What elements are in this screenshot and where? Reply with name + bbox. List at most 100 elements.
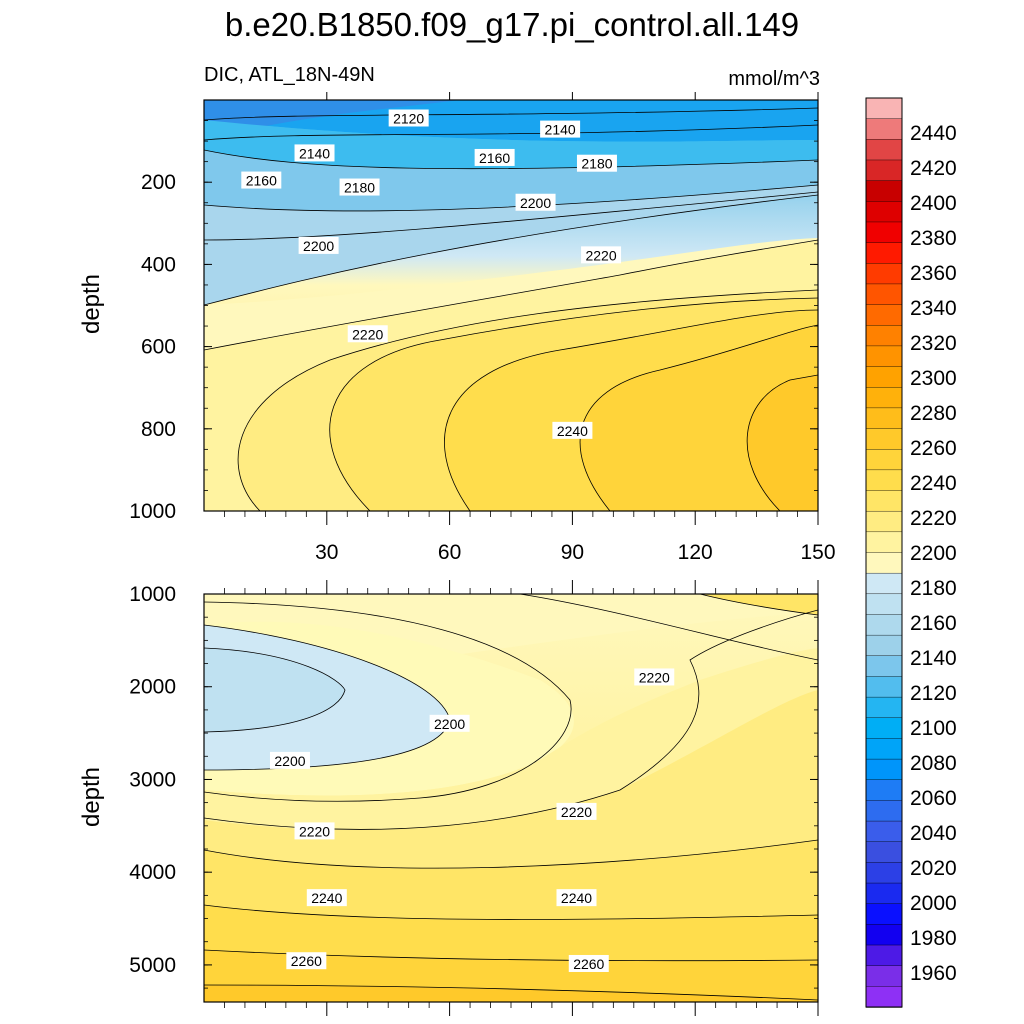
ytick-label: 200 — [141, 171, 176, 194]
upper-field: 2120 2140 2140 2160 2180 2160 2180 2200 2200 2220… — [204, 100, 818, 511]
contour-label-text: 2140 — [299, 145, 330, 161]
colorbar-swatch — [865, 986, 903, 1008]
colorbar-label: 1960 — [910, 962, 957, 985]
colorbar-swatch — [865, 696, 903, 719]
upper-band-2110 — [204, 100, 460, 140]
contour-label: 2200 — [515, 193, 556, 211]
contour-label-bg — [347, 325, 388, 343]
colorbar-swatch — [865, 903, 903, 926]
units-label: mmol/m^3 — [728, 68, 820, 90]
contour-label-bg — [540, 120, 581, 138]
contour-label-text: 2220 — [352, 326, 383, 342]
colorbar-label: 2320 — [910, 332, 957, 355]
contour-label: 2220 — [294, 822, 335, 840]
colorbar-label: 1980 — [910, 927, 957, 950]
contour-label-bg — [552, 421, 593, 439]
colorbar-label: 2180 — [910, 577, 957, 600]
contour-label: 2180 — [576, 154, 617, 172]
colorbar-swatch — [865, 387, 903, 409]
colorbar-swatch — [865, 159, 903, 182]
lower-panel: 2220 2200 2200 2220 2220 2240 2240 2260 2260 100… — [129, 580, 819, 1016]
colorbar-swatch — [865, 180, 903, 202]
contour-label: 2240 — [556, 889, 597, 907]
colorbar-swatch — [865, 800, 903, 822]
ytick-label: 400 — [141, 253, 176, 276]
ytick-label: 1000 — [129, 583, 176, 606]
colorbar-swatch — [865, 820, 903, 843]
contour-label-bg — [294, 822, 335, 840]
colorbar-swatch — [865, 490, 903, 512]
colorbar-swatch — [865, 593, 903, 616]
colorbar-swatch — [865, 862, 903, 884]
colorbar-swatch — [865, 366, 903, 388]
contour-label-bg — [576, 154, 617, 172]
contour-label-text: 2120 — [393, 110, 424, 126]
colorbar-swatch — [865, 738, 903, 760]
contour-label: 2240 — [552, 421, 593, 439]
contour-label-bg — [429, 714, 470, 732]
lower-band-2190 — [204, 648, 345, 732]
colorbar: 2440 2420 2400 2380 2360 2340 2320 2300 2280 2260… — [865, 97, 957, 1008]
colorbar-label: 2340 — [910, 297, 957, 320]
colorbar-swatch — [865, 634, 903, 657]
xtick-label: 30 — [315, 541, 338, 564]
colorbar-swatch — [865, 242, 903, 264]
upper-band-2260 — [747, 375, 818, 511]
contour-label-bg — [388, 109, 429, 127]
colorbar-swatch — [865, 614, 903, 636]
contour-label-text: 2140 — [545, 122, 576, 138]
contour-label: 2180 — [339, 178, 380, 196]
ytick-label: 1000 — [129, 500, 176, 523]
xtick-label: 120 — [678, 541, 713, 564]
contour-label-text: 2160 — [246, 173, 277, 189]
contour-label-text: 2180 — [581, 156, 612, 172]
ytick-label: 600 — [141, 336, 176, 359]
contour-label: 2160 — [474, 148, 515, 166]
colorbar-swatch — [865, 510, 903, 533]
colorbar-label: 2260 — [910, 437, 957, 460]
colorbar-label: 2380 — [910, 227, 957, 250]
ytick-label: 5000 — [129, 954, 176, 977]
colorbar-label: 2200 — [910, 542, 957, 565]
contour-label-bg — [306, 889, 347, 907]
contour-label-text: 2200 — [303, 238, 334, 254]
contour-label: 2200 — [429, 714, 470, 732]
colorbar-swatch — [865, 449, 903, 471]
contour-label-text: 2200 — [434, 716, 465, 732]
contour-label-bg — [298, 236, 339, 254]
colorbar-label: 2400 — [910, 192, 957, 215]
colorbar-swatch — [865, 572, 903, 595]
colorbar-swatch — [865, 717, 903, 740]
contour-label: 2200 — [269, 751, 310, 769]
xtick-label: 60 — [438, 541, 461, 564]
contour-label: 2220 — [581, 246, 622, 264]
upper-axes: 200 400 600 800 1000 30 60 90 120 150 — [129, 92, 836, 564]
contour-label-bg — [581, 246, 622, 264]
colorbar-swatch — [865, 655, 903, 678]
colorbar-swatch — [865, 407, 903, 430]
colorbar-label: 2140 — [910, 647, 957, 670]
colorbar-label: 2440 — [910, 122, 957, 145]
contour-label-text: 2160 — [479, 150, 510, 166]
colorbar-swatch — [865, 676, 903, 698]
colorbar-swatch — [865, 97, 903, 120]
contour-label-bg — [568, 954, 609, 972]
colorbar-swatch — [865, 221, 903, 244]
contour-label-text: 2260 — [573, 956, 604, 972]
contour-label-bg — [474, 148, 515, 166]
colorbar-swatch — [865, 552, 903, 574]
colorbar-swatch — [865, 345, 903, 368]
lower-field: 2220 2200 2200 2220 2220 2240 2240 2260 2260 — [204, 594, 818, 1002]
contour-label-text: 2240 — [557, 423, 588, 439]
upper-panel: 2120 2140 2140 2160 2180 2160 2180 2200 2200 2220… — [129, 92, 836, 564]
contour-label-text: 2200 — [520, 195, 551, 211]
contour-label-text: 2240 — [561, 890, 592, 906]
contour-label-bg — [556, 889, 597, 907]
contour-label-bg — [634, 668, 675, 686]
contour-label-bg — [339, 178, 380, 196]
colorbar-swatch — [865, 469, 903, 492]
lower-band-2200 — [204, 594, 818, 710]
colorbar-swatch — [865, 201, 903, 223]
colorbar-swatch — [865, 428, 903, 450]
